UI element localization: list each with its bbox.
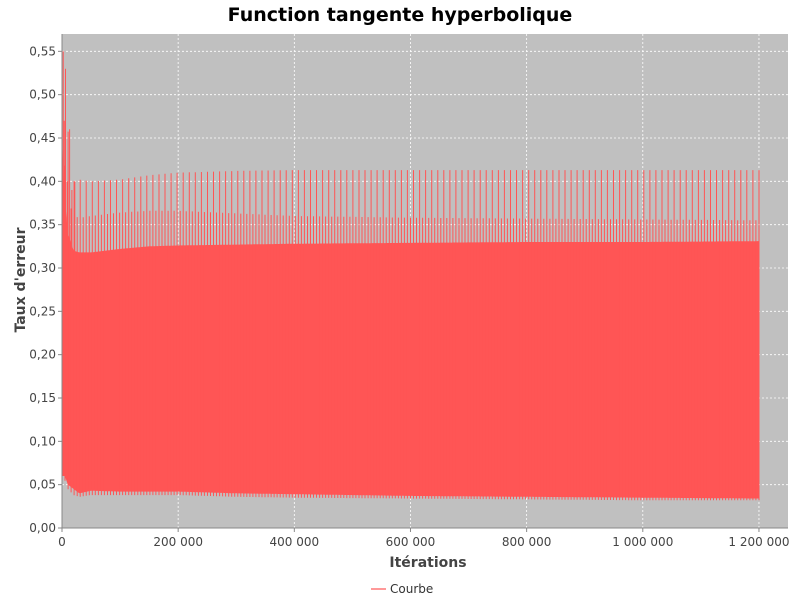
legend-label: Courbe	[390, 582, 433, 596]
x-axis-label: Itérations	[389, 555, 466, 571]
y-tick-label: 0,10	[29, 434, 56, 448]
y-tick-label: 0,30	[29, 261, 56, 275]
axes: 0,00 0,05 0,10 0,15 0,20 0,25 0,30 0,35 0,40 0,45…	[29, 34, 789, 549]
x-tick-label: 1 000 000	[612, 535, 673, 549]
y-tick-label: 0,50	[29, 88, 56, 102]
y-tick-label: 0,15	[29, 391, 56, 405]
x-tick-label: 800 000	[502, 535, 552, 549]
x-tick-label: 1 200 000	[728, 535, 789, 549]
y-tick-label: 0,00	[29, 521, 56, 535]
series-courbe	[61, 51, 760, 501]
x-tick-label: 400 000	[270, 535, 320, 549]
x-tick-label: 0	[58, 535, 66, 549]
y-tick-label: 0,55	[29, 44, 56, 58]
y-tick-label: 0,40	[29, 174, 56, 188]
y-tick-label: 0,45	[29, 131, 56, 145]
y-axis-label: Taux d'erreur	[13, 227, 29, 332]
x-tick-label: 200 000	[153, 535, 203, 549]
y-tick-label: 0,20	[29, 348, 56, 362]
y-tick-label: 0,25	[29, 304, 56, 318]
x-tick-label: 600 000	[386, 535, 436, 549]
y-tick-label: 0,05	[29, 478, 56, 492]
legend: Courbe	[371, 582, 433, 596]
y-tick-label: 0,35	[29, 218, 56, 232]
chart-title: Function tangente hyperbolique	[228, 4, 573, 26]
